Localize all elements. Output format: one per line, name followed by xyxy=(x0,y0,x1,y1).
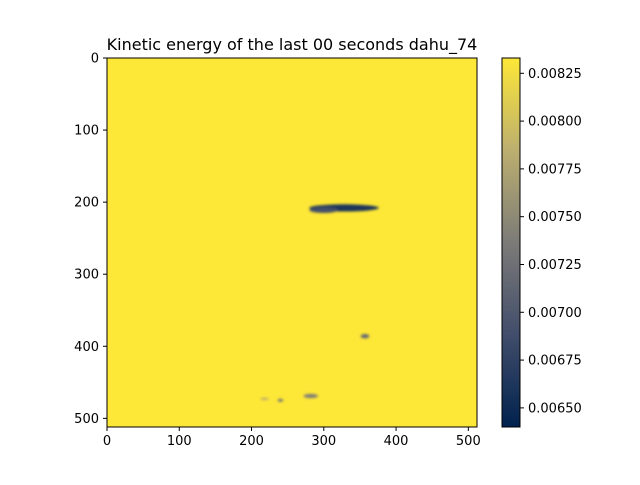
heatmap-patch xyxy=(309,207,339,213)
colorbar-tick-label: 0.00650 xyxy=(528,401,582,416)
y-tick-label: 400 xyxy=(74,340,99,355)
colorbar xyxy=(501,57,521,428)
colorbar-tick-label: 0.00750 xyxy=(528,210,582,225)
y-axis: 0 100 200 300 400 500 xyxy=(74,52,107,427)
x-axis: 0 100 200 300 400 500 xyxy=(103,427,481,449)
y-tick-label: 300 xyxy=(74,268,99,283)
colorbar-tick-label: 0.00775 xyxy=(528,162,582,177)
x-tick-label: 100 xyxy=(167,434,192,449)
colorbar-tick-label: 0.00675 xyxy=(528,354,582,369)
y-tick-label: 100 xyxy=(74,124,99,139)
plot-area xyxy=(107,58,477,427)
colorbar-tick-label: 0.00725 xyxy=(528,258,582,273)
colorbar-tick-label: 0.00825 xyxy=(528,67,582,82)
colorbar-axis: 0.00650 0.00675 0.00700 0.00725 0.00750 0.007… xyxy=(520,67,582,416)
heatmap-patch xyxy=(360,334,370,339)
y-tick-label: 500 xyxy=(74,412,99,427)
colorbar-tick-label: 0.00800 xyxy=(528,115,582,130)
chart-title: Kinetic energy of the last 00 seconds da… xyxy=(107,35,478,55)
y-tick-label: 0 xyxy=(91,52,99,67)
plot-frame xyxy=(106,57,478,428)
colorbar-tick-label: 0.00700 xyxy=(528,306,582,321)
heatmap-patch xyxy=(260,397,269,400)
heatmap-features xyxy=(260,204,379,402)
x-tick-label: 400 xyxy=(384,434,409,449)
y-tick-label: 200 xyxy=(74,196,99,211)
heatmap-patch xyxy=(277,398,284,402)
heatmap-patch xyxy=(303,393,319,399)
x-tick-label: 0 xyxy=(103,434,111,449)
x-tick-label: 300 xyxy=(311,434,336,449)
x-tick-label: 200 xyxy=(239,434,264,449)
x-tick-label: 500 xyxy=(456,434,481,449)
